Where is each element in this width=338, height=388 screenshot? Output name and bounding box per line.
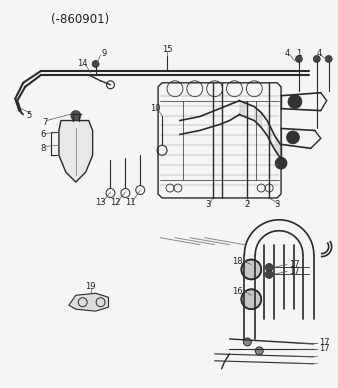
Polygon shape — [69, 293, 108, 311]
Text: 6: 6 — [40, 130, 46, 139]
Text: (-860901): (-860901) — [51, 13, 109, 26]
Circle shape — [265, 270, 273, 279]
Text: 1: 1 — [296, 48, 301, 57]
Polygon shape — [59, 121, 93, 182]
Text: 3: 3 — [274, 201, 280, 210]
Text: 13: 13 — [95, 198, 106, 208]
Circle shape — [92, 61, 99, 68]
Circle shape — [325, 55, 332, 62]
Circle shape — [71, 111, 81, 121]
Text: 11: 11 — [125, 198, 136, 208]
Text: 9: 9 — [102, 48, 107, 57]
Text: 15: 15 — [162, 45, 172, 54]
Text: 17: 17 — [319, 338, 330, 347]
Text: 4: 4 — [284, 48, 290, 57]
Text: 10: 10 — [150, 104, 160, 113]
Circle shape — [255, 347, 263, 355]
Text: 18: 18 — [232, 257, 242, 266]
Text: 5: 5 — [27, 111, 32, 120]
Text: 7: 7 — [42, 118, 48, 127]
Circle shape — [265, 263, 273, 272]
Circle shape — [313, 55, 320, 62]
Text: 19: 19 — [86, 282, 96, 291]
Circle shape — [241, 289, 261, 309]
Circle shape — [295, 55, 303, 62]
Circle shape — [287, 131, 299, 144]
Text: 8: 8 — [40, 144, 46, 153]
Text: 4: 4 — [316, 48, 321, 57]
Text: 17: 17 — [289, 267, 299, 276]
Text: 12: 12 — [110, 198, 121, 208]
Circle shape — [288, 95, 302, 109]
Text: 14: 14 — [77, 59, 88, 68]
Circle shape — [243, 338, 251, 346]
Circle shape — [241, 260, 261, 279]
Text: 2: 2 — [245, 201, 250, 210]
Text: 17: 17 — [289, 260, 299, 269]
Text: 16: 16 — [232, 287, 242, 296]
Circle shape — [275, 157, 287, 169]
Text: 17: 17 — [319, 345, 330, 353]
Text: 3: 3 — [205, 201, 210, 210]
